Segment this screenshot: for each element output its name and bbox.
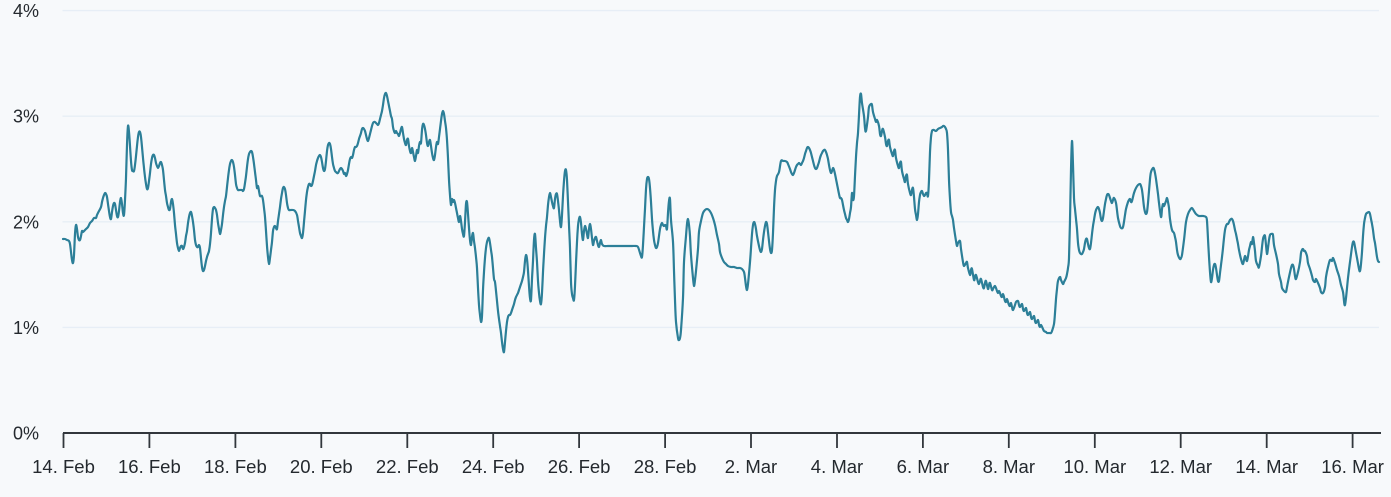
svg-text:14. Mar: 14. Mar [1235,456,1298,477]
svg-text:28. Feb: 28. Feb [634,456,697,477]
svg-text:16. Feb: 16. Feb [118,456,181,477]
svg-text:6. Mar: 6. Mar [897,456,949,477]
svg-text:4. Mar: 4. Mar [811,456,863,477]
svg-text:14. Feb: 14. Feb [32,456,95,477]
svg-text:3%: 3% [13,107,39,127]
svg-text:8. Mar: 8. Mar [983,456,1035,477]
svg-text:18. Feb: 18. Feb [204,456,267,477]
svg-text:24. Feb: 24. Feb [462,456,525,477]
svg-text:2%: 2% [13,212,39,232]
svg-text:1%: 1% [13,318,39,338]
svg-text:20. Feb: 20. Feb [290,456,353,477]
svg-text:12. Mar: 12. Mar [1149,456,1212,477]
svg-text:0%: 0% [13,424,39,444]
svg-text:2. Mar: 2. Mar [725,456,777,477]
svg-text:22. Feb: 22. Feb [376,456,439,477]
svg-text:4%: 4% [13,1,39,21]
svg-text:26. Feb: 26. Feb [548,456,611,477]
svg-text:10. Mar: 10. Mar [1063,456,1126,477]
svg-text:16. Mar: 16. Mar [1321,456,1384,477]
